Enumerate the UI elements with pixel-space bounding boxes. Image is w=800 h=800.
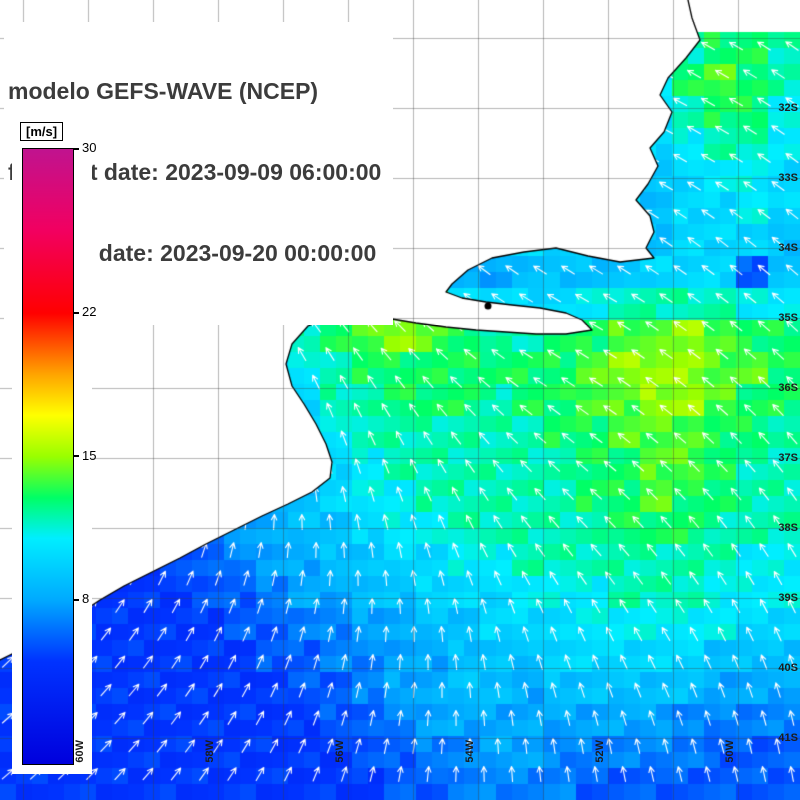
lon-label: 56W	[334, 740, 346, 763]
title-block: modelo GEFS-WAVE (NCEP) forecast date: 2…	[4, 22, 394, 325]
lat-label: 40S	[778, 662, 798, 674]
lat-label: 32S	[778, 102, 798, 114]
lon-label: 58W	[204, 740, 216, 763]
model-title: modelo GEFS-WAVE (NCEP)	[8, 78, 319, 104]
colorbar-tick-label: 8	[74, 591, 89, 606]
lat-label: 33S	[778, 172, 798, 184]
colorbar-gradient	[22, 148, 74, 765]
lon-label: 60W	[74, 740, 86, 763]
lat-label: 37S	[778, 452, 798, 464]
lat-label: 36S	[778, 382, 798, 394]
lat-label: 38S	[778, 522, 798, 534]
colorbar-tick-label: 30	[74, 140, 96, 155]
colorbar-unit-label: [m/s]	[20, 122, 64, 141]
lat-label: 39S	[778, 592, 798, 604]
lat-label: 34S	[778, 242, 798, 254]
lon-label: 50W	[724, 740, 736, 763]
colorbar-tick-label: 15	[74, 448, 96, 463]
colorbar-tick-label: 22	[74, 304, 96, 319]
lat-label: 35S	[778, 312, 798, 324]
lon-label: 52W	[594, 740, 606, 763]
colorbar: [m/s] 30 22 15 8	[12, 122, 96, 774]
lat-label: 41S	[778, 732, 798, 744]
lon-label: 54W	[464, 740, 476, 763]
